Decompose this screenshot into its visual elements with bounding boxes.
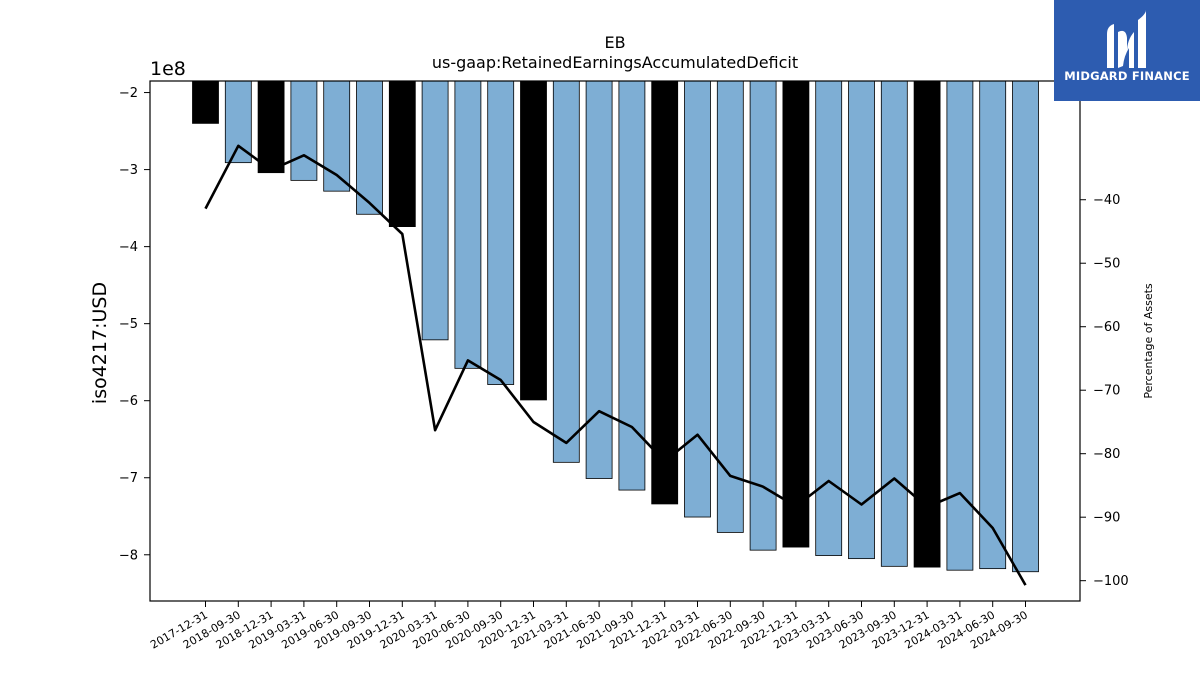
percentage-line [204, 144, 1027, 586]
y-scale-label: 1e8 [150, 58, 186, 80]
bar [651, 80, 679, 505]
bar [323, 80, 351, 192]
y-tick-label: −3 [119, 163, 138, 178]
bar [192, 80, 219, 124]
chart-title: EB [604, 33, 625, 52]
plot-frame [149, 80, 1081, 602]
y2-tick-label: −80 [1093, 447, 1120, 462]
bar [487, 80, 515, 385]
bar [454, 80, 482, 369]
bar [880, 80, 908, 567]
bar [552, 80, 580, 463]
bar [946, 80, 974, 571]
midgard-m-logo-icon [1107, 10, 1146, 68]
bar [1012, 80, 1039, 573]
y2-tick-label: −40 [1093, 193, 1120, 208]
bar [716, 80, 744, 533]
y-tick-label: −8 [119, 548, 138, 563]
y2-tick-label: −70 [1093, 384, 1120, 399]
y-tick-label: −6 [119, 394, 138, 409]
bar [749, 80, 777, 551]
brand-logo: MIDGARD FINANCE [1054, 0, 1200, 101]
bar [815, 80, 843, 556]
bar [520, 80, 547, 401]
bar [979, 80, 1007, 570]
y2-axis-ticks: −100 −90 −80 −70 −60 −50 −40 [1080, 193, 1129, 589]
x-axis-ticks: 2017-12-312018-09-302018-12-312019-03-31… [148, 601, 1030, 652]
bar [684, 80, 711, 518]
bar [356, 80, 383, 215]
y2-tick-label: −50 [1093, 257, 1120, 272]
y2-tick-label: −60 [1093, 320, 1120, 335]
y-tick-label: −5 [119, 317, 138, 332]
brand-name: MIDGARD FINANCE [1064, 69, 1190, 83]
bar [224, 80, 252, 164]
line-series [204, 144, 1027, 586]
y2-tick-label: −90 [1093, 511, 1120, 526]
y-axis-ticks: −8 −7 −6 −5 −4 −3 −2 [119, 86, 150, 563]
bar [421, 80, 449, 341]
y-tick-label: −7 [119, 471, 138, 486]
y-tick-label: −4 [119, 240, 138, 255]
bar [257, 80, 285, 174]
bar [782, 80, 810, 548]
bar [848, 80, 875, 560]
chart-subtitle: us-gaap:RetainedEarningsAccumulatedDefic… [432, 53, 798, 72]
y-tick-label: −2 [119, 86, 138, 101]
bar [913, 80, 941, 568]
y-axis-label: iso4217:USD [89, 282, 111, 404]
bar [388, 80, 416, 228]
bar-series [192, 80, 1039, 573]
bar [290, 80, 318, 181]
y2-tick-label: −100 [1093, 574, 1129, 589]
y2-axis-label: Percentage of Assets [1142, 283, 1155, 399]
